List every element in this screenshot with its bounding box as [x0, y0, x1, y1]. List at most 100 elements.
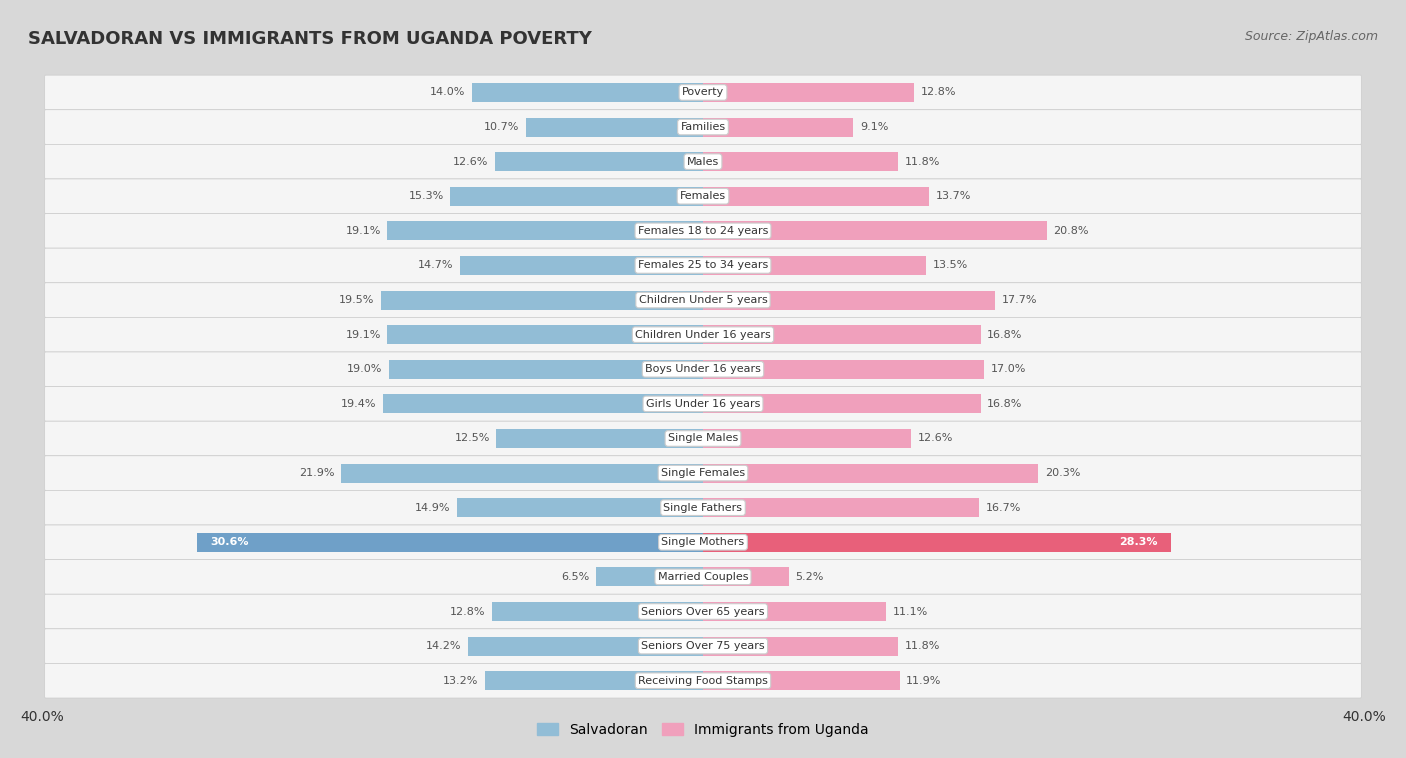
FancyBboxPatch shape	[45, 525, 1361, 559]
FancyBboxPatch shape	[45, 387, 1361, 421]
Text: Females 18 to 24 years: Females 18 to 24 years	[638, 226, 768, 236]
FancyBboxPatch shape	[45, 318, 1361, 352]
Text: Receiving Food Stamps: Receiving Food Stamps	[638, 675, 768, 686]
Text: 16.8%: 16.8%	[987, 399, 1022, 409]
Bar	[496, 429, 703, 448]
Bar	[342, 464, 703, 483]
Text: Source: ZipAtlas.com: Source: ZipAtlas.com	[1244, 30, 1378, 43]
Text: Males: Males	[688, 157, 718, 167]
Text: Females 25 to 34 years: Females 25 to 34 years	[638, 261, 768, 271]
Text: Girls Under 16 years: Girls Under 16 years	[645, 399, 761, 409]
Text: Married Couples: Married Couples	[658, 572, 748, 582]
Bar	[703, 602, 886, 621]
FancyBboxPatch shape	[45, 248, 1361, 283]
Bar	[382, 394, 703, 413]
Text: Single Males: Single Males	[668, 434, 738, 443]
FancyBboxPatch shape	[45, 559, 1361, 594]
Text: 14.9%: 14.9%	[415, 503, 450, 512]
Bar	[526, 117, 703, 136]
Text: 12.6%: 12.6%	[453, 157, 488, 167]
Text: 30.6%: 30.6%	[211, 537, 249, 547]
FancyBboxPatch shape	[45, 456, 1361, 490]
Text: 17.0%: 17.0%	[990, 365, 1026, 374]
Text: 16.8%: 16.8%	[987, 330, 1022, 340]
Text: 14.2%: 14.2%	[426, 641, 461, 651]
Bar	[703, 429, 911, 448]
Bar	[468, 637, 703, 656]
FancyBboxPatch shape	[45, 144, 1361, 179]
Text: 13.7%: 13.7%	[936, 191, 972, 202]
Text: Single Fathers: Single Fathers	[664, 503, 742, 512]
Bar	[703, 671, 900, 691]
Bar	[703, 464, 1039, 483]
FancyBboxPatch shape	[45, 490, 1361, 525]
Text: 19.4%: 19.4%	[340, 399, 375, 409]
Text: 13.5%: 13.5%	[932, 261, 967, 271]
Bar	[703, 221, 1046, 240]
Text: 6.5%: 6.5%	[561, 572, 589, 582]
FancyBboxPatch shape	[45, 179, 1361, 214]
FancyBboxPatch shape	[45, 352, 1361, 387]
Text: Seniors Over 65 years: Seniors Over 65 years	[641, 606, 765, 616]
Text: 9.1%: 9.1%	[860, 122, 889, 132]
Bar	[388, 221, 703, 240]
Bar	[703, 568, 789, 587]
Text: 19.0%: 19.0%	[347, 365, 382, 374]
Bar	[485, 671, 703, 691]
Bar	[450, 186, 703, 205]
Bar	[471, 83, 703, 102]
Text: 12.6%: 12.6%	[918, 434, 953, 443]
Text: 14.0%: 14.0%	[430, 87, 465, 98]
Text: 14.7%: 14.7%	[418, 261, 454, 271]
Text: 11.8%: 11.8%	[904, 641, 941, 651]
Bar	[703, 360, 984, 379]
FancyBboxPatch shape	[45, 75, 1361, 110]
FancyBboxPatch shape	[45, 594, 1361, 629]
Bar	[703, 256, 927, 275]
Text: Families: Families	[681, 122, 725, 132]
Text: 12.8%: 12.8%	[450, 606, 485, 616]
Text: 5.2%: 5.2%	[796, 572, 824, 582]
Text: Poverty: Poverty	[682, 87, 724, 98]
Text: 20.3%: 20.3%	[1045, 468, 1080, 478]
FancyBboxPatch shape	[45, 663, 1361, 698]
Text: 16.7%: 16.7%	[986, 503, 1021, 512]
Text: Females: Females	[681, 191, 725, 202]
FancyBboxPatch shape	[45, 421, 1361, 456]
Text: 28.3%: 28.3%	[1119, 537, 1157, 547]
Bar	[457, 498, 703, 517]
Text: 15.3%: 15.3%	[408, 191, 444, 202]
Bar	[389, 360, 703, 379]
Text: Single Females: Single Females	[661, 468, 745, 478]
Bar	[703, 83, 914, 102]
Text: Children Under 16 years: Children Under 16 years	[636, 330, 770, 340]
Text: 19.1%: 19.1%	[346, 330, 381, 340]
Text: Children Under 5 years: Children Under 5 years	[638, 295, 768, 305]
Bar	[703, 290, 995, 309]
Bar	[703, 394, 980, 413]
Bar	[381, 290, 703, 309]
FancyBboxPatch shape	[45, 283, 1361, 318]
Text: Single Mothers: Single Mothers	[661, 537, 745, 547]
Bar	[460, 256, 703, 275]
Text: 11.9%: 11.9%	[907, 675, 942, 686]
Legend: Salvadoran, Immigrants from Uganda: Salvadoran, Immigrants from Uganda	[531, 718, 875, 743]
Text: Boys Under 16 years: Boys Under 16 years	[645, 365, 761, 374]
FancyBboxPatch shape	[45, 214, 1361, 248]
FancyBboxPatch shape	[45, 110, 1361, 144]
FancyBboxPatch shape	[45, 629, 1361, 663]
Bar	[197, 533, 703, 552]
Bar	[703, 325, 980, 344]
Text: 11.8%: 11.8%	[904, 157, 941, 167]
Text: Seniors Over 75 years: Seniors Over 75 years	[641, 641, 765, 651]
Text: 17.7%: 17.7%	[1002, 295, 1038, 305]
Text: 10.7%: 10.7%	[484, 122, 520, 132]
Text: 12.5%: 12.5%	[454, 434, 489, 443]
Text: 19.5%: 19.5%	[339, 295, 374, 305]
Text: 12.8%: 12.8%	[921, 87, 956, 98]
Bar	[703, 637, 898, 656]
Bar	[495, 152, 703, 171]
Bar	[703, 117, 853, 136]
Text: 21.9%: 21.9%	[299, 468, 335, 478]
Bar	[703, 498, 979, 517]
